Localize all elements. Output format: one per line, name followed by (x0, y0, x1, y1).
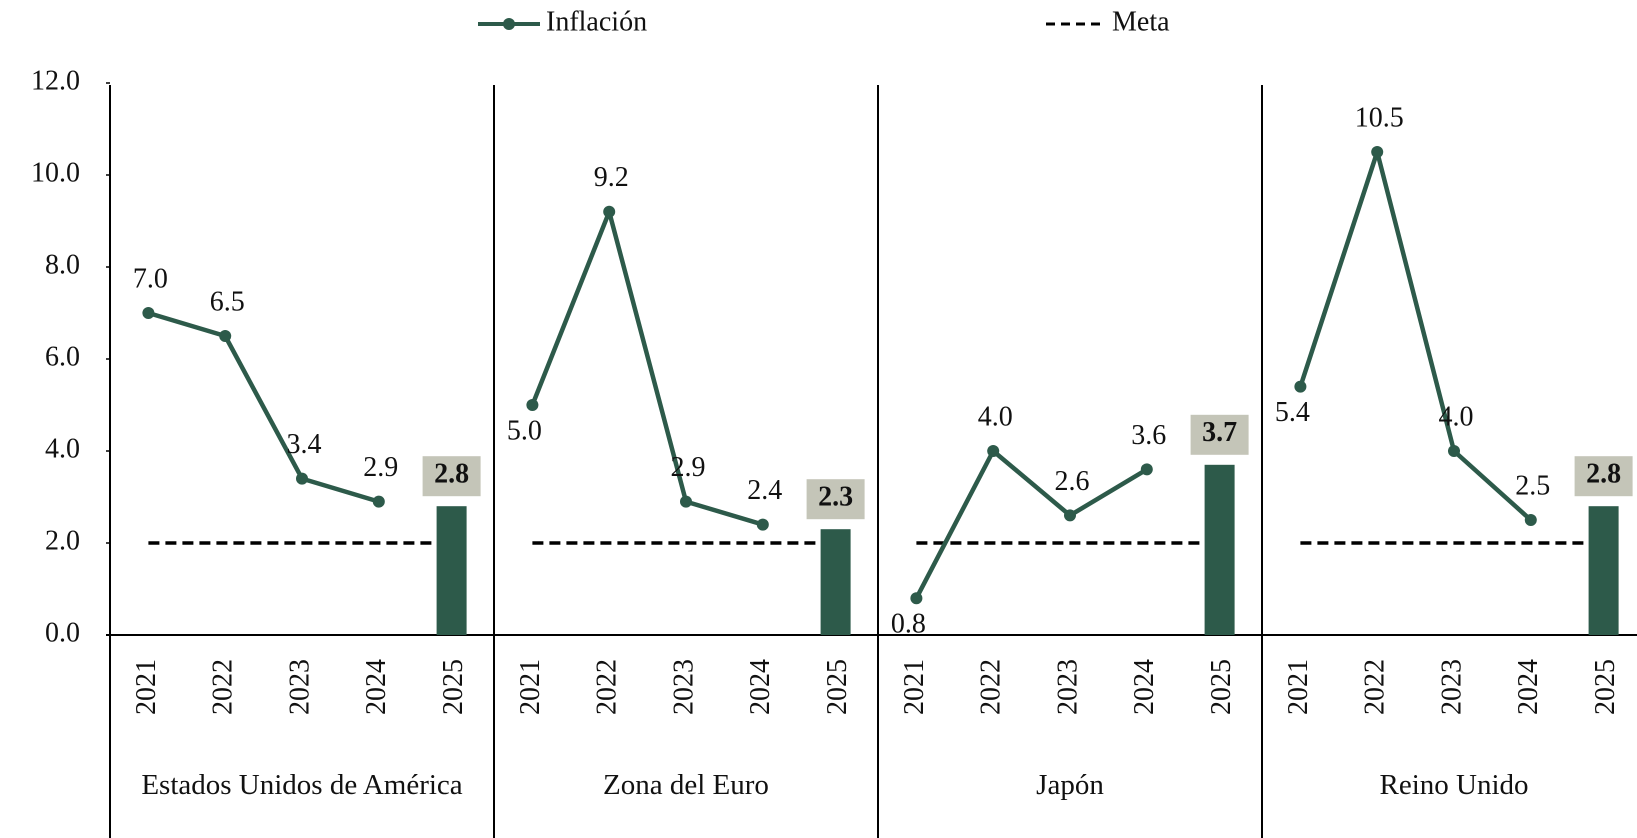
y-tick-label: 0.0 (45, 617, 80, 648)
bar (820, 529, 851, 635)
inflation-line (914, 448, 1148, 600)
y-tick-label: 8.0 (45, 249, 80, 280)
inflation-line (147, 310, 380, 504)
bar (1204, 464, 1235, 635)
x-tick-label: 2024 (745, 659, 776, 715)
y-tick-label: 12.0 (31, 65, 80, 96)
inflation-point (680, 495, 692, 508)
data-label: 5.0 (507, 415, 542, 446)
x-tick-label: 2023 (668, 659, 699, 715)
data-label: 3.4 (287, 429, 322, 460)
data-label: 7.0 (133, 263, 168, 294)
inflation-line (1298, 149, 1533, 522)
x-tick-label: 2022 (592, 659, 623, 715)
x-tick-label: 2024 (1513, 659, 1544, 715)
x-tick-label: 2023 (284, 659, 315, 715)
inflation-point (1064, 509, 1076, 522)
inflation-point (1294, 380, 1307, 393)
group-label: Japón (1036, 769, 1104, 801)
inflation-point (1371, 146, 1384, 158)
inflation-point (910, 592, 923, 605)
inflation-point (756, 518, 769, 531)
legend-label: Meta (1112, 6, 1170, 37)
y-tick-label: 4.0 (45, 433, 80, 464)
x-tick-label: 2021 (899, 659, 930, 715)
data-label: 2.6 (1055, 466, 1090, 497)
legend-label: Inflación (546, 6, 647, 37)
inflation-point (1524, 514, 1537, 526)
data-label: 10.5 (1355, 102, 1404, 133)
x-tick-label: 2023 (1436, 659, 1467, 715)
legend-marker (503, 18, 515, 30)
inflation-point (1140, 463, 1153, 476)
inflation-point (142, 307, 155, 319)
group-label: Estados Unidos de América (141, 769, 463, 801)
inflation-point (603, 205, 616, 218)
data-label: 9.2 (594, 162, 629, 193)
bar-label: 2.3 (818, 482, 853, 513)
group-label: Zona del Euro (603, 769, 769, 801)
x-tick-label: 2023 (1052, 659, 1083, 715)
inflation-point (526, 399, 539, 411)
x-tick-label: 2021 (1283, 659, 1314, 715)
data-label: 5.4 (1275, 397, 1310, 428)
bar-label-box (1190, 414, 1249, 455)
inflation-point (1448, 445, 1460, 457)
data-label: 4.0 (978, 401, 1013, 432)
y-tick-label: 6.0 (45, 341, 80, 372)
inflation-line (530, 209, 764, 527)
x-tick-label: 2021 (131, 659, 162, 715)
data-label: 0.8 (891, 609, 926, 640)
x-tick-label: 2022 (208, 659, 239, 715)
group-label: Reino Unido (1379, 769, 1529, 801)
bar-label-box (1574, 456, 1633, 497)
x-tick-label: 2021 (515, 659, 546, 715)
y-tick-label: 2.0 (45, 525, 80, 556)
y-tick-label: 10.0 (31, 157, 80, 188)
bar (436, 506, 467, 635)
x-tick-label: 2025 (1206, 659, 1237, 715)
data-label: 2.5 (1515, 470, 1550, 501)
x-tick-label: 2024 (361, 659, 392, 715)
data-label: 4.0 (1439, 401, 1474, 432)
x-tick-label: 2022 (1360, 659, 1391, 715)
x-tick-label: 2025 (438, 659, 469, 715)
data-label: 2.4 (747, 475, 782, 506)
bar-label: 3.7 (1202, 417, 1237, 448)
x-tick-label: 2025 (822, 659, 853, 715)
bar-label-box (422, 456, 481, 497)
inflation-point (296, 472, 308, 485)
bar (1588, 506, 1619, 635)
inflation-point (372, 495, 385, 508)
data-label: 3.6 (1131, 420, 1166, 451)
x-tick-label: 2024 (1129, 659, 1160, 715)
inflation-point (987, 445, 1000, 457)
bar-label-box (806, 479, 865, 520)
x-tick-label: 2025 (1590, 659, 1621, 715)
data-label: 2.9 (671, 452, 706, 483)
inflation-point (219, 330, 232, 342)
bar-label: 2.8 (434, 459, 469, 490)
data-label: 2.9 (363, 452, 398, 483)
x-tick-label: 2022 (976, 659, 1007, 715)
data-label: 6.5 (210, 286, 245, 317)
bar-label: 2.8 (1586, 459, 1621, 490)
